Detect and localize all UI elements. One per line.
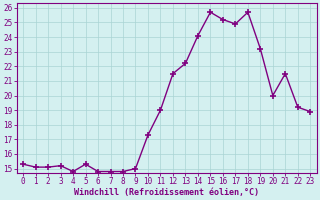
X-axis label: Windchill (Refroidissement éolien,°C): Windchill (Refroidissement éolien,°C)	[74, 188, 259, 197]
